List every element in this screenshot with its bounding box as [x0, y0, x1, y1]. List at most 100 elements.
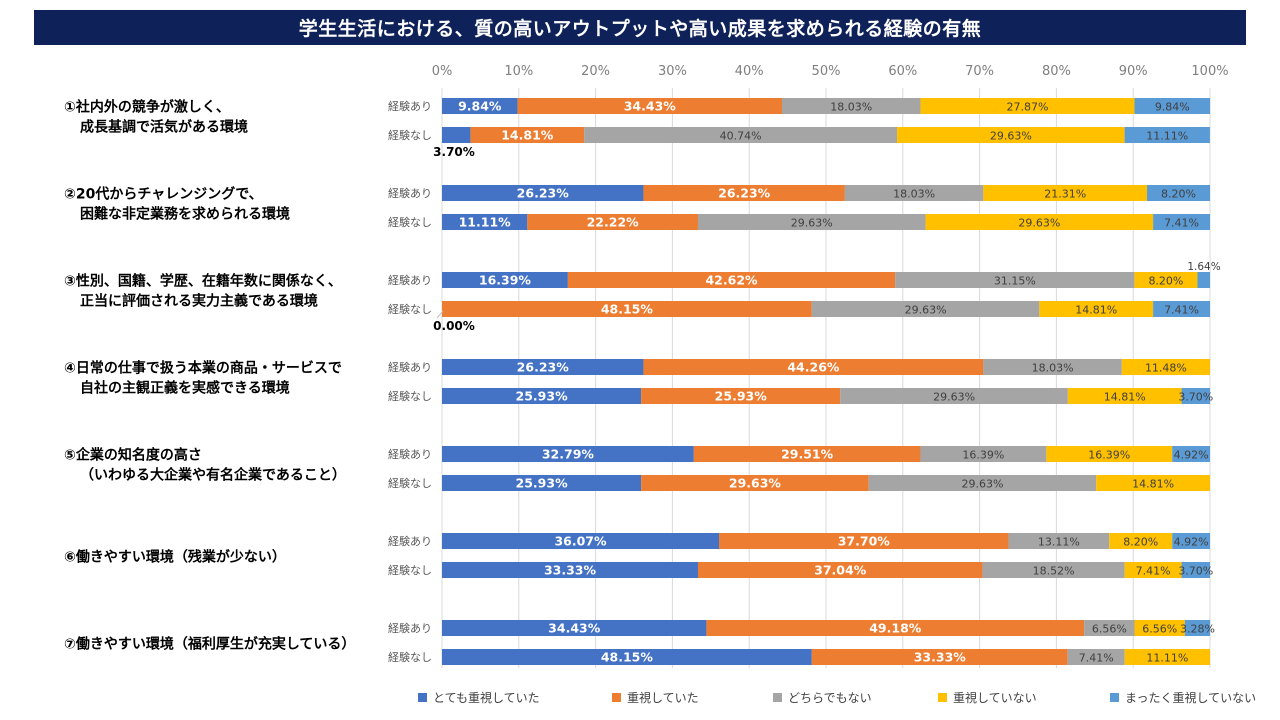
data-label: 16.39% — [1088, 449, 1130, 462]
bar-segment — [643, 359, 984, 375]
data-label: 31.15% — [994, 275, 1036, 288]
bar-segment — [925, 214, 1154, 230]
x-tick-label: 70% — [965, 64, 994, 79]
data-label: 13.11% — [1038, 536, 1080, 549]
bars: 9.84% 34.43% 18.03% 27.87% 9.84% 14.81% 40.74%… — [433, 98, 1221, 665]
data-label: 11.48% — [1145, 362, 1187, 375]
legend-swatch — [773, 693, 782, 702]
row-label: 経験なし — [388, 128, 432, 142]
data-label: 29.63% — [729, 476, 782, 491]
bar-segment — [584, 127, 898, 143]
bar-segment — [442, 185, 644, 201]
data-label: 42.62% — [705, 273, 758, 288]
category-label: ⑤企業の知名度の高さ — [64, 447, 202, 464]
legend-label: 重視していない — [953, 690, 1037, 705]
data-label: 3.70% — [1178, 391, 1213, 404]
data-label: 18.52% — [1033, 565, 1075, 578]
data-label: 16.39% — [962, 449, 1004, 462]
bar-segment — [517, 98, 782, 114]
category-label: 困難な非定業務を求められる環境 — [80, 206, 290, 223]
data-label: 3.70% — [1178, 565, 1213, 578]
data-label: 44.26% — [787, 360, 840, 375]
category-label: ③性別、国籍、学歴、在籍年数に関係なく、 — [64, 273, 342, 290]
data-label: 8.20% — [1161, 188, 1196, 201]
bar-segment — [982, 562, 1125, 578]
data-label: 37.70% — [838, 534, 891, 549]
bar-segment — [1153, 301, 1210, 317]
data-label: 6.56% — [1092, 623, 1127, 636]
data-label: 26.23% — [718, 186, 771, 201]
row-label: 経験あり — [388, 99, 432, 113]
data-label: 7.41% — [1164, 304, 1199, 317]
bar-segment — [442, 301, 812, 317]
row-label: 経験なし — [388, 563, 432, 577]
data-label: 26.23% — [517, 186, 570, 201]
bar-segment — [643, 185, 845, 201]
bar-segment — [1046, 446, 1173, 462]
bar-segment — [1067, 388, 1182, 404]
bar-segment — [706, 620, 1085, 636]
legend: とても重視していた 重視していた どちらでもない 重視していない まったく重視していない — [418, 690, 1256, 705]
bar-segment — [895, 272, 1135, 288]
category-label: ①社内外の競争が激しく、 — [64, 99, 230, 116]
bar-segment — [1134, 98, 1211, 114]
legend-swatch — [418, 693, 427, 702]
data-label: 48.15% — [601, 650, 654, 665]
bar-segment — [1181, 388, 1210, 404]
bar-segment — [442, 388, 642, 404]
row-label: 経験なし — [388, 215, 432, 229]
bar-segment — [897, 127, 1125, 143]
x-tick-label: 0% — [432, 64, 453, 79]
x-tick-label: 90% — [1119, 64, 1148, 79]
data-label: 33.33% — [544, 563, 597, 578]
bar-segment — [442, 446, 694, 462]
legend-label: とても重視していた — [433, 690, 540, 705]
data-label: 34.43% — [624, 99, 677, 114]
bar-segment — [442, 649, 812, 665]
data-label: 29.63% — [905, 304, 947, 317]
data-label: 11.11% — [1146, 130, 1188, 143]
bar-segment — [442, 127, 471, 143]
x-tick-label: 10% — [504, 64, 533, 79]
bar-segment — [1184, 620, 1211, 636]
data-label: 1.64% — [1187, 261, 1220, 273]
bar-segment — [1153, 214, 1210, 230]
chart-title: 学生生活における、質の高いアウトプットや高い成果を求められる経験の有無 — [34, 10, 1246, 45]
data-label: 4.92% — [1174, 449, 1209, 462]
data-label: 14.81% — [1132, 478, 1174, 491]
data-label: 21.31% — [1044, 188, 1086, 201]
row-label: 経験あり — [388, 186, 432, 200]
data-label: 29.63% — [791, 217, 833, 230]
data-label: 25.93% — [715, 389, 768, 404]
bar-segment — [442, 620, 707, 636]
category-label: ②20代からチャレンジングで、 — [64, 186, 263, 203]
bar-segment — [442, 359, 644, 375]
bar-segment — [442, 562, 698, 578]
data-label: 11.11% — [459, 215, 512, 230]
data-label: 33.33% — [914, 650, 967, 665]
data-label: 37.04% — [814, 563, 867, 578]
data-label: 14.81% — [501, 128, 554, 143]
legend-swatch — [938, 693, 947, 702]
bar-segment — [442, 475, 642, 491]
bar-segment — [442, 98, 518, 114]
category-label: （いわゆる大企業や有名企業であること） — [80, 467, 346, 484]
bar-segment — [1109, 533, 1173, 549]
data-label: 29.63% — [1018, 217, 1060, 230]
data-label: 3.28% — [1180, 623, 1215, 636]
bar-segment — [1124, 562, 1182, 578]
data-label: 16.39% — [479, 273, 532, 288]
data-label: 29.63% — [990, 130, 1032, 143]
bar-segment — [1084, 620, 1135, 636]
x-axis-ticks: 0% 10% 20% 30% 40% 50% 60% 70% 80% 90% 100% — [432, 64, 1229, 79]
data-label: 49.18% — [869, 621, 922, 636]
data-label: 7.41% — [1164, 217, 1199, 230]
legend-label: 重視していた — [627, 690, 699, 705]
bar-segment — [641, 475, 869, 491]
category-label: 正当に評価される実力主義である環境 — [80, 293, 318, 310]
gridlines — [441, 88, 1211, 668]
data-label: 27.87% — [1007, 101, 1049, 114]
row-label: 経験なし — [388, 650, 432, 664]
bar-segment — [693, 446, 921, 462]
row-label: 経験あり — [388, 534, 432, 548]
